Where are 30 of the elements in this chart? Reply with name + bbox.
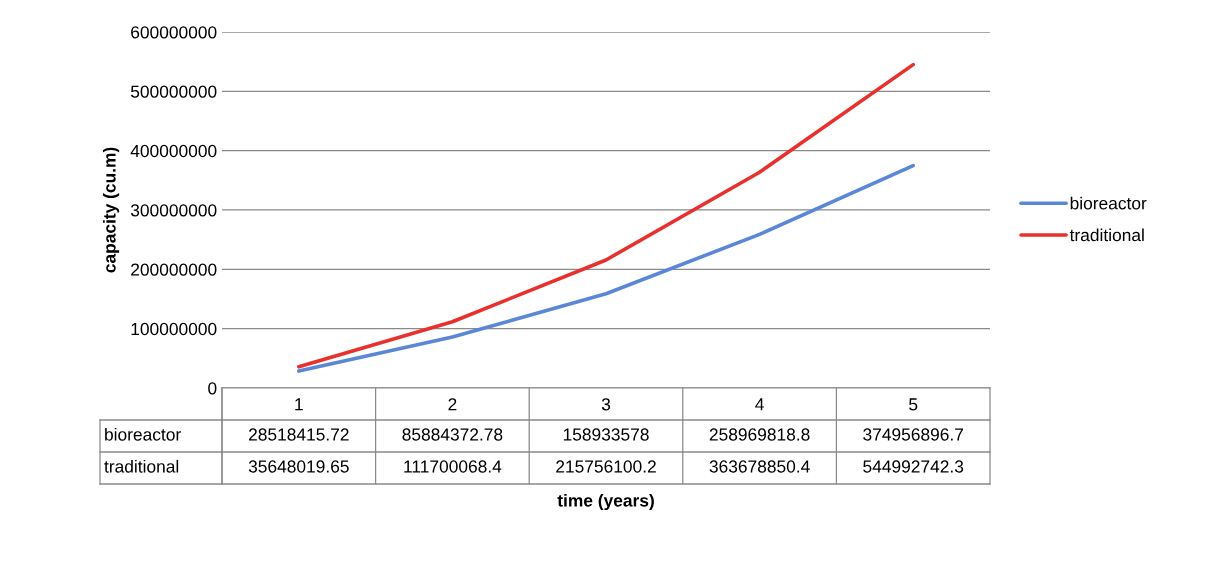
y-tick-label: 600000000 bbox=[131, 26, 217, 39]
data-label: 85884372.78 bbox=[402, 428, 503, 441]
y-tick-label: 400000000 bbox=[130, 144, 217, 158]
x-tick-label: 5 bbox=[909, 398, 918, 411]
x-tick-label: 1 bbox=[295, 398, 303, 411]
legend-label: traditional bbox=[1069, 228, 1144, 242]
text: bioreactor bbox=[105, 427, 181, 441]
data-label: 215756100.2 bbox=[556, 460, 656, 473]
data-label: 158933578 bbox=[563, 428, 649, 441]
data-label: 35648019.65 bbox=[248, 460, 349, 473]
data-label: 258969818.8 bbox=[709, 428, 810, 441]
data-label: 544992742.3 bbox=[863, 460, 964, 473]
y-tick-label: 200000000 bbox=[131, 263, 217, 276]
line-series bbox=[296, 62, 916, 369]
data-label: 111700068.4 bbox=[404, 460, 502, 473]
data-label: 363678850.4 bbox=[709, 460, 810, 473]
text: traditional bbox=[104, 459, 179, 473]
line-series bbox=[296, 163, 916, 373]
x-tick-label: 3 bbox=[601, 398, 611, 411]
x-tick-label: 2 bbox=[448, 398, 457, 411]
x-tick-label: 4 bbox=[755, 398, 764, 411]
y-axis-title: capacity (cu.m) bbox=[102, 147, 120, 273]
y-tick-label: 300000000 bbox=[130, 204, 217, 217]
x-axis-title: time (years) bbox=[557, 493, 654, 511]
y-tick-label: 0 bbox=[208, 382, 217, 395]
legend-label: bioreactor bbox=[1070, 196, 1147, 210]
y-tick-label: 100000000 bbox=[131, 322, 217, 336]
y-tick-label: 500000000 bbox=[130, 85, 217, 98]
data-label: 28518415.72 bbox=[248, 428, 349, 441]
data-label: 374956896.7 bbox=[863, 428, 964, 441]
